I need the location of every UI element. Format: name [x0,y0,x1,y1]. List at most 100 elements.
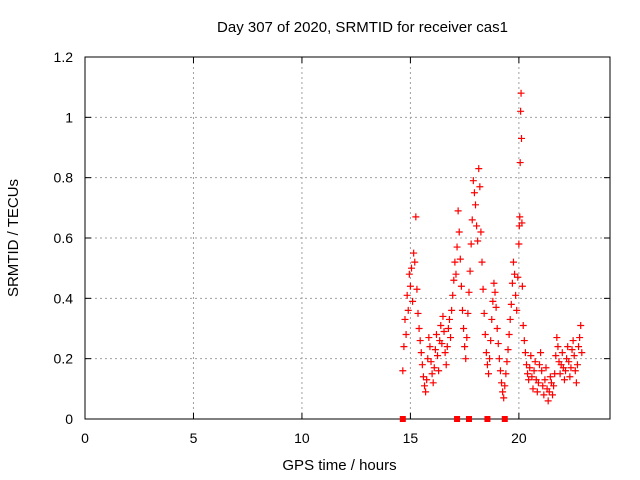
data-point [464,309,472,317]
data-point [508,279,516,287]
data-point [460,325,468,332]
data-point [469,177,477,185]
data-point [488,315,496,323]
data-point [576,334,584,342]
data-point [431,346,439,354]
data-point [440,328,448,336]
data-point [421,382,429,390]
y-tick-label: 0.4 [54,290,74,306]
data-point [466,267,474,275]
data-point [418,361,426,369]
data-point [441,349,449,357]
data-point [575,343,583,351]
data-point [462,355,470,363]
data-point [403,291,411,299]
data-point [409,297,417,305]
data-point [511,270,519,278]
data-point [554,343,562,351]
x-tick-label: 5 [190,430,198,446]
data-point [489,297,497,305]
data-point [564,343,572,351]
data-point [519,321,527,329]
data-point [538,367,546,375]
data-point [463,334,471,342]
data-point [490,279,498,287]
y-tick-label: 1.2 [54,49,74,65]
data-point [516,159,524,167]
data-point [572,379,580,387]
data-point [443,343,451,351]
data-point [479,285,487,293]
data-point [514,273,522,281]
data-point [498,379,506,387]
data-point [562,367,570,375]
data-point [429,379,437,387]
data-point [478,258,486,266]
data-point [452,270,460,278]
baseline-marker [465,416,472,422]
y-tick-label: 0.6 [54,230,74,246]
data-point [503,358,511,366]
data-point [533,388,541,396]
data-point [507,300,515,308]
data-point [416,337,424,345]
data-point [552,352,560,360]
data-point [475,165,483,173]
tick-labels: 0 5 10 15 20 0 0.2 0.4 0.6 0.8 1 1.2 [54,49,527,446]
data-point [549,391,557,399]
data-point [527,352,535,360]
data-point [556,370,564,378]
data-point [573,361,581,369]
data-point [412,213,420,221]
data-point [569,337,577,345]
data-point [406,282,414,290]
x-tick-label: 20 [511,430,527,446]
data-point [546,373,554,381]
data-point [517,134,525,142]
baseline-marker [399,416,406,422]
data-point [506,315,514,323]
data-point [473,222,481,230]
data-point [565,358,573,366]
data-point [407,264,415,272]
data-point [529,385,537,393]
data-point [428,370,436,378]
data-point [422,388,430,396]
data-point [550,382,558,390]
x-tick-label: 15 [403,430,419,446]
data-point [578,349,586,357]
data-point [485,370,493,378]
data-point [487,337,495,345]
data-point [450,276,458,284]
data-point [456,255,464,263]
data-point [419,373,427,381]
data-point [545,388,553,396]
data-point [517,89,525,97]
data-point [516,213,524,221]
data-point [481,331,489,339]
data-point [530,367,538,375]
data-point [434,352,442,360]
data-point [402,331,410,339]
data-point [455,228,463,236]
data-point [568,346,576,354]
data-point [495,355,503,363]
data-point [438,340,446,348]
y-axis-label: SRMTID / TECUs [5,179,22,297]
data-point [457,282,465,290]
data-point [500,394,508,402]
data-point [541,376,549,384]
y-tick-label: 0.2 [54,351,74,367]
data-point [470,189,478,197]
data-point [465,288,473,296]
data-point [453,243,461,251]
data-point [411,258,419,266]
data-point [451,258,459,266]
data-point [474,237,482,245]
data-point [496,367,504,375]
data-point [435,367,443,375]
data-point [499,388,507,396]
data-point [437,321,445,329]
data-point [537,349,545,357]
